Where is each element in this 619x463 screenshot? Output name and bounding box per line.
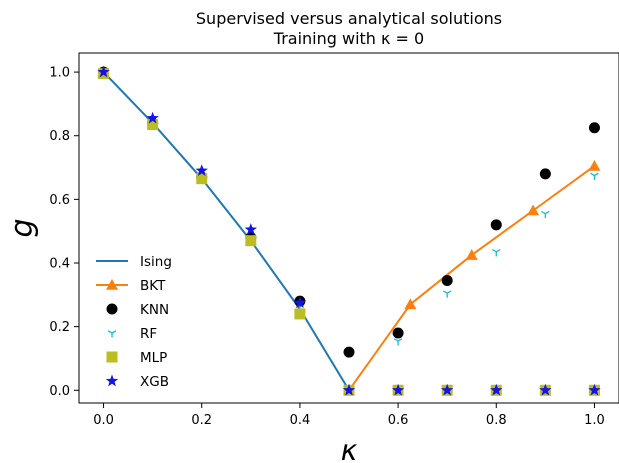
y-tick-label: 0.2 <box>49 320 70 335</box>
xgb-point <box>97 65 110 78</box>
legend-label: KNN <box>140 302 169 318</box>
legend-label: BKT <box>140 278 166 294</box>
y-tick-label: 0.8 <box>49 129 70 144</box>
series-xgb <box>97 65 601 396</box>
rf-point <box>590 172 599 180</box>
knn-point <box>441 275 453 286</box>
rf-point <box>393 338 403 346</box>
legend-item-bkt: BKT <box>96 278 166 294</box>
legend-item-knn: KNN <box>106 302 169 318</box>
mlp-point <box>245 235 257 247</box>
legend-marker <box>106 351 118 363</box>
xgb-point <box>146 111 159 124</box>
xgb-point <box>441 383 454 396</box>
legend-label: Ising <box>140 254 172 270</box>
rf-point <box>442 290 452 298</box>
xgb-point <box>539 383 552 396</box>
bkt-point <box>527 204 540 216</box>
y-tick-label: 0.6 <box>49 193 70 208</box>
x-tick-label: 1.0 <box>584 413 605 428</box>
xgb-point <box>391 383 405 396</box>
x-tick-label: 0.6 <box>388 413 409 428</box>
bkt-point <box>404 298 417 310</box>
legend-label: RF <box>140 326 157 342</box>
knn-point <box>392 327 404 339</box>
y-tick-label: 0.0 <box>49 384 70 399</box>
knn-point <box>343 346 355 358</box>
y-tick-label: 1.0 <box>49 66 70 81</box>
rf-point <box>541 210 550 219</box>
mlp-point <box>294 308 306 320</box>
ising-line <box>102 71 350 391</box>
x-tick-label: 0.4 <box>290 413 311 428</box>
legend-marker <box>106 303 118 315</box>
y-axis-label: g <box>5 218 40 237</box>
legend-item-ising: Ising <box>96 254 172 270</box>
series-layer <box>97 65 601 396</box>
bkt-point <box>588 159 601 171</box>
x-axis-ticks: 0.0 0.2 0.4 0.6 0.8 1.0 <box>93 403 605 428</box>
legend-marker <box>107 330 117 338</box>
x-tick-label: 0.2 <box>191 413 212 428</box>
x-tick-label: 0.0 <box>93 413 114 428</box>
legend-marker <box>105 374 119 387</box>
mlp-point <box>196 173 208 185</box>
knn-point <box>588 122 600 134</box>
legend-label: MLP <box>140 350 167 366</box>
plot-area <box>78 52 619 404</box>
y-axis-ticks: 0.0 0.2 0.4 0.6 0.8 1.0 <box>49 66 79 399</box>
legend-item-xgb: XGB <box>105 374 169 390</box>
legend: Ising BKT KNN RF MLP XGB <box>96 254 172 390</box>
xgb-point <box>244 223 257 235</box>
rf-point <box>492 249 501 257</box>
knn-point <box>539 168 551 180</box>
xgb-point <box>490 383 503 396</box>
x-tick-label: 0.8 <box>486 413 507 428</box>
x-axis-label: κ <box>341 434 358 463</box>
legend-item-mlp: MLP <box>106 350 167 366</box>
legend-item-rf: RF <box>107 326 157 342</box>
mlp-point <box>147 119 159 131</box>
legend-label: XGB <box>140 374 169 390</box>
bkt-point <box>465 249 478 260</box>
knn-point <box>490 219 502 231</box>
y-tick-label: 0.4 <box>49 257 70 272</box>
legend-marker <box>106 279 118 290</box>
xgb-point <box>588 383 601 396</box>
series-ising <box>102 71 350 391</box>
xgb-point <box>293 296 307 309</box>
chart-title-line1: Supervised versus analytical solutions <box>196 9 502 28</box>
xgb-point <box>342 383 356 396</box>
chart-title-line2: Training with κ = 0 <box>273 29 424 48</box>
xgb-point <box>195 164 208 176</box>
